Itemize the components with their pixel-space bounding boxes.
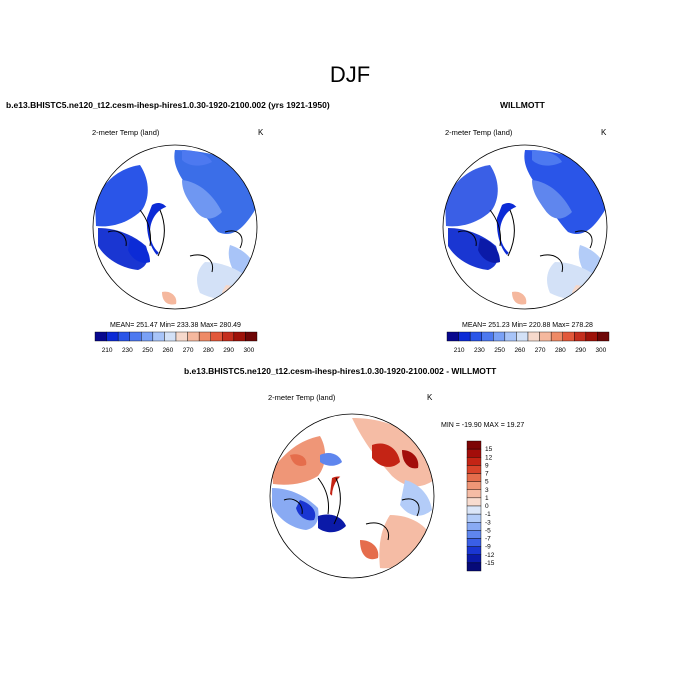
- colorbar-tick-label: -3: [485, 519, 491, 526]
- colorbar-swatch: [527, 331, 540, 342]
- colorbar-swatch: [466, 522, 482, 531]
- colorbar-swatch: [585, 331, 598, 342]
- colorbar-tick-label: 210: [102, 347, 113, 354]
- panel-2-polar-map: [442, 144, 608, 310]
- colorbar-swatch: [233, 331, 246, 342]
- colorbar-tick-label: 260: [162, 347, 173, 354]
- colorbar-tick-label: 12: [485, 454, 493, 461]
- colorbar-tick-label: 5: [485, 479, 489, 486]
- colorbar-tick-label: -1: [485, 511, 491, 518]
- colorbar-swatch: [597, 331, 610, 342]
- colorbar-swatch: [222, 331, 235, 342]
- colorbar-tick-label: 290: [575, 347, 586, 354]
- colorbar-tick-label: -12: [485, 552, 495, 559]
- panel-1-units: K: [258, 128, 264, 137]
- colorbar-swatch: [466, 530, 482, 539]
- colorbar-swatch: [466, 538, 482, 547]
- colorbar-swatch: [539, 331, 552, 342]
- colorbar-swatch: [466, 473, 482, 482]
- colorbar-swatch: [504, 331, 517, 342]
- panel-3-min-max: MIN = -19.90 MAX = 19.27: [441, 422, 525, 429]
- colorbar-tick-label: -7: [485, 536, 491, 543]
- colorbar-tick-label: 3: [485, 487, 489, 494]
- panel-1-variable-label: 2-meter Temp (land): [92, 128, 160, 137]
- colorbar-swatch: [129, 331, 142, 342]
- panel-3-variable-label: 2-meter Temp (land): [268, 393, 336, 402]
- colorbar-swatch: [481, 331, 494, 342]
- panel-1-title: b.e13.BHISTC5.ne120_t12.cesm-ihesp-hires…: [6, 100, 330, 110]
- colorbar-tick-label: 0: [485, 503, 489, 510]
- colorbar-tick-label: 300: [595, 347, 606, 354]
- panel-1-stats: MEAN= 251.47 Min= 233.38 Max= 280.49: [110, 322, 241, 329]
- colorbar-swatch: [198, 331, 211, 342]
- colorbar-tick-label: 280: [203, 347, 214, 354]
- colorbar-swatch: [466, 489, 482, 499]
- colorbar-tick-label: 9: [485, 462, 489, 469]
- colorbar-swatch: [164, 331, 177, 342]
- colorbar-swatch: [562, 331, 575, 342]
- colorbar-tick-label: 260: [514, 347, 525, 354]
- page-title: DJF: [329, 62, 371, 87]
- colorbar-swatch: [187, 331, 200, 342]
- panel-1-polar-map: [92, 144, 258, 310]
- panel-2-colorbar: 210 230 250 260 270 280 290 300: [446, 331, 610, 354]
- colorbar-swatch: [550, 331, 563, 342]
- colorbar-tick-label: 7: [485, 471, 489, 478]
- colorbar-swatch: [466, 546, 482, 555]
- panel-2-title: WILLMOTT: [500, 100, 545, 110]
- colorbar-tick-label: -9: [485, 544, 491, 551]
- panel-2-variable-label: 2-meter Temp (land): [445, 128, 513, 137]
- colorbar-tick-label: 300: [243, 347, 254, 354]
- colorbar-swatch: [574, 331, 587, 342]
- colorbar-swatch: [466, 505, 482, 515]
- colorbar-swatch: [466, 457, 482, 466]
- colorbar-swatch: [516, 331, 529, 342]
- colorbar-swatch: [141, 331, 154, 342]
- colorbar-swatch: [466, 481, 482, 490]
- colorbar-tick-label: -15: [485, 560, 495, 567]
- colorbar-tick-label: 230: [474, 347, 485, 354]
- colorbar-swatch: [210, 331, 223, 342]
- panel-2-stats: MEAN= 251.23 Min= 220.88 Max= 278.28: [462, 322, 593, 329]
- colorbar-swatch: [466, 465, 482, 474]
- colorbar-swatch: [245, 331, 258, 342]
- colorbar-swatch: [458, 331, 471, 342]
- colorbar-swatch: [466, 448, 482, 458]
- colorbar-swatch: [466, 554, 482, 564]
- colorbar-tick-label: -5: [485, 527, 491, 534]
- colorbar-tick-label: 290: [223, 347, 234, 354]
- panel-3-title: b.e13.BHISTC5.ne120_t12.cesm-ihesp-hires…: [184, 366, 497, 376]
- colorbar-tick-label: 250: [494, 347, 505, 354]
- colorbar-swatch: [117, 331, 130, 342]
- colorbar-tick-label: 210: [454, 347, 465, 354]
- colorbar-tick-label: 270: [535, 347, 546, 354]
- colorbar-swatch: [152, 331, 165, 342]
- panel-2-units: K: [601, 128, 607, 137]
- panel-3-polar-map: [269, 413, 435, 579]
- colorbar-swatch: [466, 513, 482, 523]
- colorbar-swatch: [94, 331, 107, 342]
- colorbar-tick-label: 250: [142, 347, 153, 354]
- panel-3-units: K: [427, 393, 433, 402]
- colorbar-swatch: [175, 331, 188, 342]
- colorbar-swatch: [446, 331, 459, 342]
- colorbar-swatch: [469, 331, 482, 342]
- colorbar-tick-label: 15: [485, 446, 493, 453]
- colorbar-swatch: [466, 440, 482, 450]
- panel-1-colorbar: 210 230 250 260 270 280 290 300: [94, 331, 258, 354]
- colorbar-swatch: [493, 331, 506, 342]
- colorbar-swatch: [466, 562, 482, 572]
- colorbar-swatch: [466, 497, 482, 507]
- colorbar-tick-label: 280: [555, 347, 566, 354]
- colorbar-tick-label: 1: [485, 495, 489, 502]
- colorbar-swatch: [106, 331, 119, 342]
- colorbar-tick-label: 270: [183, 347, 194, 354]
- colorbar-tick-label: 230: [122, 347, 133, 354]
